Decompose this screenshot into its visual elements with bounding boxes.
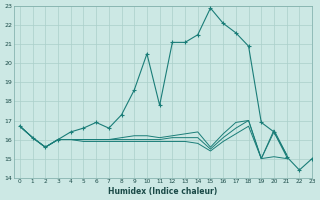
X-axis label: Humidex (Indice chaleur): Humidex (Indice chaleur) [108, 187, 218, 196]
